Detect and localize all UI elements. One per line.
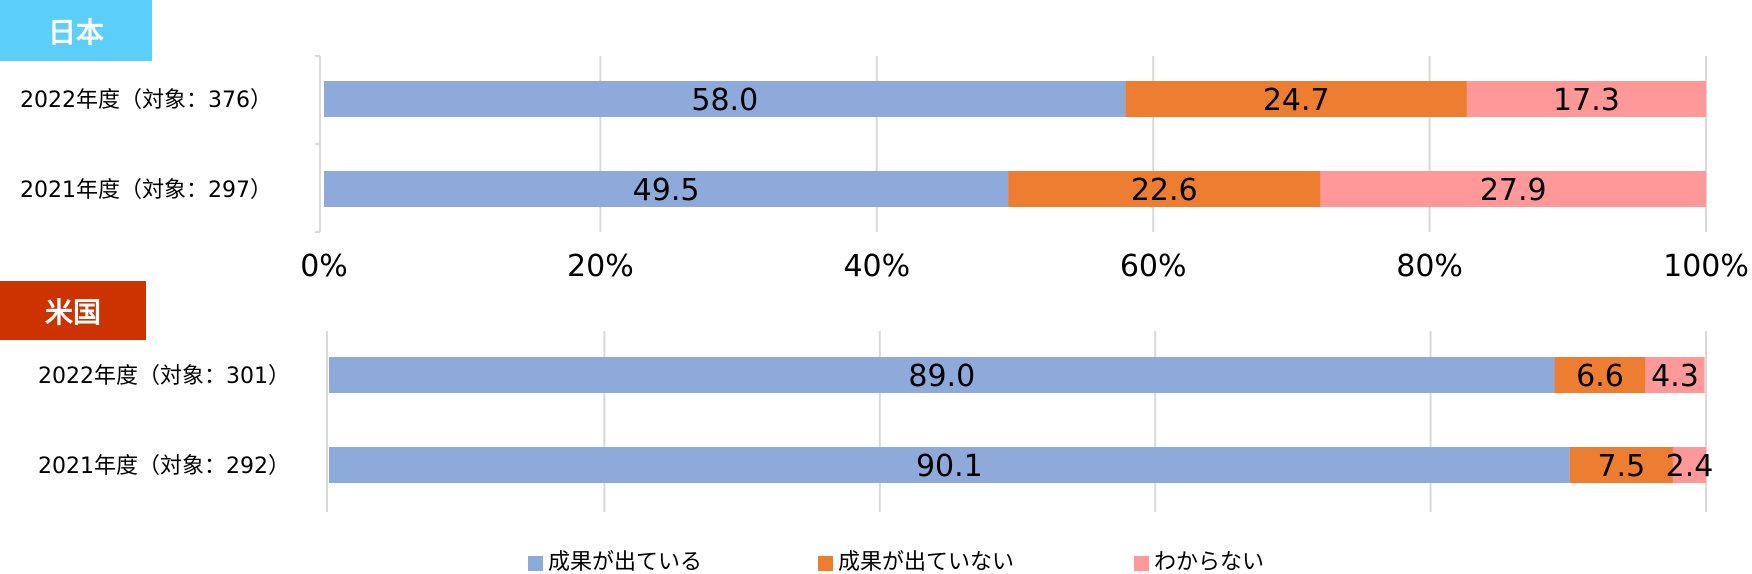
bar-segment [1125,81,1467,117]
bar-segment [324,171,1009,207]
category-label: 2022年度（対象：301） [38,364,290,389]
bar-segment [1672,447,1706,483]
data-label: 27.9 [1480,173,1547,208]
data-label: 58.0 [691,83,758,118]
legend-swatch [528,556,543,571]
legend-label: 成果が出ている [548,550,702,574]
legend-swatch [818,556,833,571]
category-label: 2021年度（対象：292） [38,454,290,479]
data-label: 4.3 [1651,359,1699,394]
chart-panel-0: 2022年度（対象：376） 58.0 24.7 17.3 2021年度（対象：297）… [20,55,1749,284]
panel-title-japan: 日本 [0,0,152,61]
bar-segment [324,81,1126,117]
data-label: 49.5 [633,173,700,208]
data-label: 24.7 [1263,83,1330,118]
x-tick-label: 40% [843,249,910,284]
x-tick-label: 0% [300,249,348,284]
legend-swatch [1134,556,1149,571]
x-tick-label: 80% [1396,249,1463,284]
data-label: 7.5 [1597,449,1645,484]
x-tick-label: 100% [1663,249,1749,284]
data-label: 2.4 [1666,449,1714,484]
data-label: 89.0 [908,359,975,394]
bar-segment [329,357,1555,393]
bar-segment [1320,171,1706,207]
chart-panel-1: 2022年度（対象：301） 89.0 6.6 4.3 2021年度（対象：292） 90… [38,331,1713,512]
bar-segment [1466,81,1706,117]
bar-segment [1554,357,1646,393]
x-tick-label: 20% [567,249,634,284]
data-label: 17.3 [1553,83,1620,118]
bar-segment [1008,171,1321,207]
legend-label: 成果が出ていない [838,550,1014,574]
bar-segment [1645,357,1705,393]
legend-item: 成果が出ていない [818,550,1014,574]
legend-item: 成果が出ている [528,550,702,574]
x-tick-label: 60% [1120,249,1187,284]
legend-label: わからない [1154,550,1264,574]
legend-item: わからない [1134,550,1264,574]
bar-segment [329,447,1570,483]
category-label: 2022年度（対象：376） [20,88,272,113]
bar-segment [1569,447,1673,483]
category-label: 2021年度（対象：297） [20,178,272,203]
legend: 成果が出ている 成果が出ていない わからない [528,550,1264,574]
data-label: 6.6 [1576,359,1624,394]
data-label: 90.1 [916,449,983,484]
panel-title-usa: 米国 [0,281,146,340]
data-label: 22.6 [1131,173,1198,208]
